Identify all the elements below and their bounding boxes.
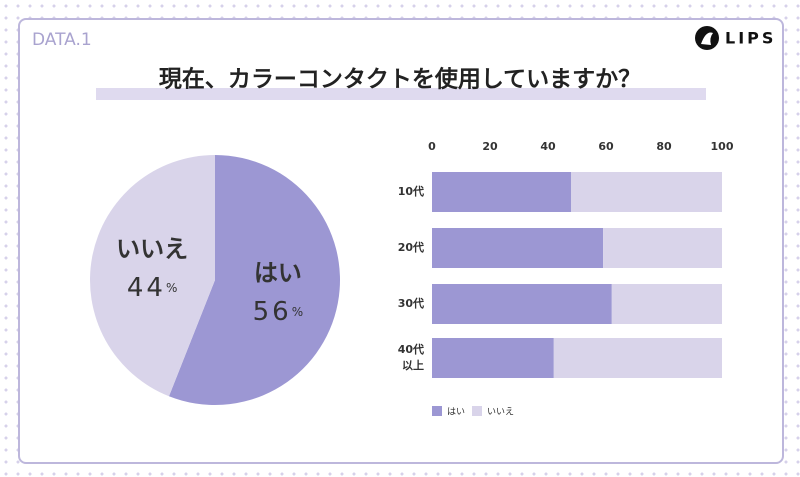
bar — [553, 338, 722, 378]
bar — [432, 172, 572, 212]
bar — [603, 228, 722, 268]
slice-value-unit: % — [292, 304, 303, 318]
legend-swatch — [432, 406, 442, 416]
x-tick-label: 100 — [711, 140, 734, 153]
bar — [432, 338, 554, 378]
x-tick-label: 60 — [598, 140, 614, 153]
slice-value-number: 56 — [253, 296, 292, 326]
y-tick-label: 10代 — [397, 185, 424, 198]
logo: LIPS — [725, 29, 776, 48]
y-tick-label: 30代 — [397, 297, 424, 310]
x-tick-label: 20 — [482, 140, 498, 153]
y-tick-label: 20代 — [397, 241, 424, 254]
bar — [571, 172, 722, 212]
bar — [611, 284, 722, 324]
pie-slice — [168, 155, 340, 405]
slice-value: 56% — [253, 296, 304, 326]
legend-swatch — [472, 406, 482, 416]
logo-icon-shape — [701, 32, 713, 45]
bar — [432, 228, 604, 268]
slice-name: いいえ — [116, 235, 188, 263]
x-tick-label: 0 — [428, 140, 436, 153]
slice-value-unit: % — [166, 281, 177, 295]
x-tick-label: 40 — [540, 140, 556, 153]
bar — [432, 284, 612, 324]
pie-slice — [90, 155, 215, 397]
slice-value-number: 44 — [127, 273, 166, 303]
slice-value: 44% — [127, 273, 178, 303]
legend-label: はい — [447, 407, 465, 418]
legend-label: いいえ — [487, 407, 514, 418]
title: 現在、カラーコンタクトを使用していますか？ — [159, 66, 641, 93]
x-tick-label: 80 — [656, 140, 672, 153]
y-tick-label: 40代 以上 — [397, 343, 424, 372]
title-underline — [96, 88, 706, 100]
data-label: DATA.1 — [32, 30, 92, 50]
slice-name: はい — [254, 259, 302, 287]
